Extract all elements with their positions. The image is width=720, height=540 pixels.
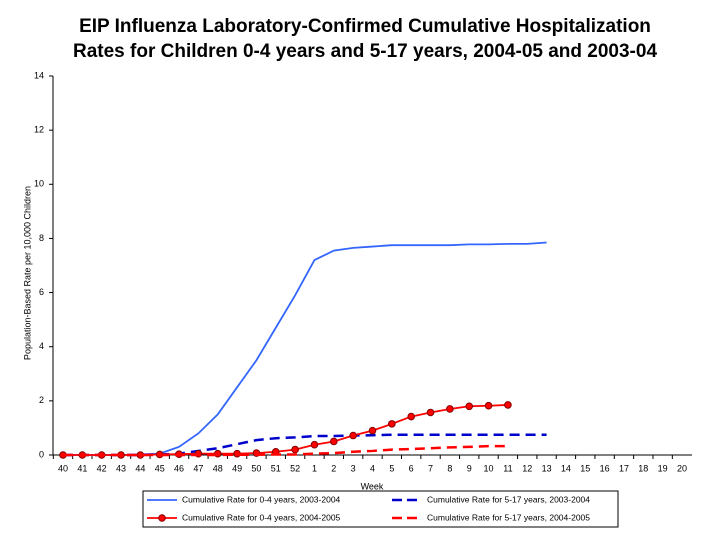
legend-label: Cumulative Rate for 5-17 years, 2004-200… <box>427 512 590 522</box>
data-point <box>426 408 435 417</box>
x-tick-label: 50 <box>251 463 261 473</box>
x-tick-label: 13 <box>542 463 552 473</box>
data-point <box>291 445 299 454</box>
x-tick-label: 47 <box>193 463 203 473</box>
x-tick-label: 5 <box>389 463 394 473</box>
data-point <box>504 401 512 409</box>
x-tick-label: 52 <box>290 463 300 473</box>
x-tick-label: 44 <box>135 463 145 473</box>
chart-title: Rates for Children 0-4 years and 5-17 ye… <box>73 41 657 62</box>
data-point <box>465 402 474 411</box>
x-tick-label: 3 <box>351 463 356 473</box>
x-tick-label: 14 <box>561 463 571 473</box>
data-point <box>310 440 319 449</box>
data-point <box>388 420 396 428</box>
legend-label: Cumulative Rate for 5-17 years, 2003-200… <box>427 494 590 504</box>
y-tick-label: 0 <box>39 449 44 459</box>
x-tick-label: 15 <box>580 463 590 473</box>
x-tick-label: 18 <box>638 463 648 473</box>
x-tick-label: 7 <box>428 463 433 473</box>
y-tick-label: 2 <box>39 395 44 405</box>
y-tick-label: 8 <box>39 233 44 243</box>
x-tick-label: 43 <box>116 463 126 473</box>
x-axis-label: Week <box>361 481 384 491</box>
x-tick-label: 42 <box>97 463 107 473</box>
x-tick-label: 20 <box>677 463 687 473</box>
y-tick-label: 10 <box>34 179 44 189</box>
x-tick-label: 11 <box>503 463 512 473</box>
data-point <box>368 426 377 435</box>
x-tick-label: 19 <box>658 463 668 473</box>
chart-title: EIP Influenza Laboratory-Confirmed Cumul… <box>79 16 651 37</box>
x-tick-label: 16 <box>600 463 610 473</box>
legend-label: Cumulative Rate for 0-4 years, 2004-2005 <box>182 512 341 522</box>
data-point <box>330 437 338 446</box>
y-tick-label: 14 <box>34 70 44 80</box>
x-tick-label: 10 <box>484 463 494 473</box>
x-tick-label: 40 <box>58 463 68 473</box>
series-line <box>63 444 508 457</box>
y-axis-label: Population-Based Rate per 10,000 Childre… <box>22 186 32 360</box>
data-point <box>484 401 493 410</box>
legend-label: Cumulative Rate for 0-4 years, 2003-2004 <box>182 494 341 504</box>
x-tick-label: 48 <box>213 463 223 473</box>
x-tick-label: 49 <box>232 463 242 473</box>
data-point <box>349 431 357 440</box>
y-tick-label: 12 <box>34 125 44 135</box>
y-tick-label: 6 <box>39 287 44 297</box>
data-point <box>407 412 415 421</box>
x-tick-label: 2 <box>331 463 336 473</box>
x-tick-label: 1 <box>312 463 317 473</box>
legend <box>142 490 619 528</box>
data-point <box>446 405 454 413</box>
x-tick-label: 12 <box>522 463 532 473</box>
x-tick-label: 9 <box>467 463 472 473</box>
x-tick-label: 45 <box>155 463 165 473</box>
x-tick-label: 6 <box>409 463 414 473</box>
x-tick-label: 17 <box>619 463 629 473</box>
data-point <box>136 451 145 459</box>
x-tick-label: 41 <box>77 463 87 473</box>
x-tick-label: 46 <box>174 463 184 473</box>
legend-marker <box>158 514 166 522</box>
x-tick-label: 8 <box>447 463 452 473</box>
x-tick-label: 4 <box>370 463 375 473</box>
y-tick-label: 4 <box>39 341 44 351</box>
x-tick-label: 51 <box>271 463 281 473</box>
